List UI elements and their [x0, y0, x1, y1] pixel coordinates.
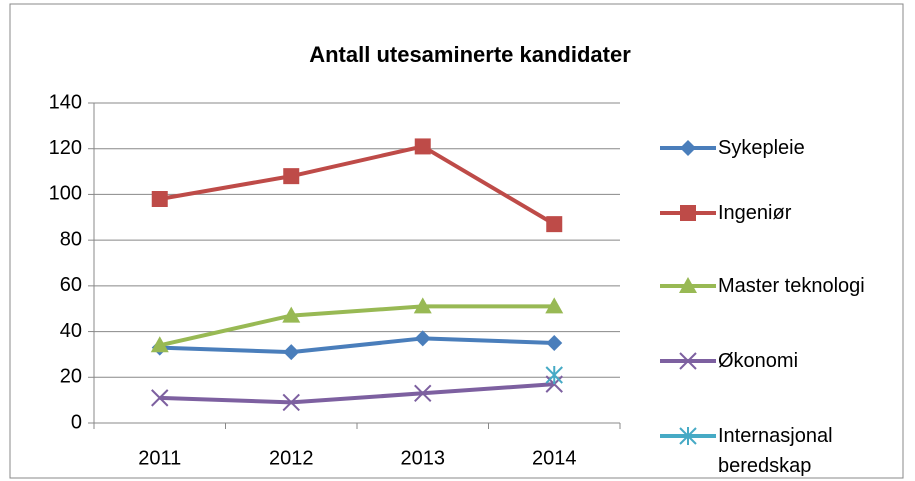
x-tick-label: 2013 — [401, 447, 446, 469]
chart-title: Antall utesaminerte kandidater — [309, 42, 631, 67]
legend-label: Ingeniør — [718, 202, 792, 224]
series-line — [159, 336, 555, 355]
marker — [545, 366, 563, 384]
y-tick-label: 80 — [60, 228, 82, 250]
legend-label: Økonomi — [718, 350, 799, 372]
legend-marker — [680, 140, 696, 156]
legend-label: Master teknologi — [718, 275, 865, 297]
marker — [150, 336, 169, 353]
y-tick-label: 140 — [49, 91, 82, 113]
marker — [414, 138, 431, 155]
series-line — [159, 144, 556, 226]
x-tick-label: 2011 — [138, 447, 181, 469]
y-tick-label: 0 — [71, 411, 82, 433]
marker — [545, 375, 563, 393]
marker — [545, 297, 564, 314]
marker — [282, 306, 301, 323]
x-tick-label: 2014 — [532, 447, 577, 469]
marker — [283, 344, 300, 361]
marker — [283, 168, 300, 185]
x-tick-label: 2012 — [269, 447, 314, 469]
marker — [546, 335, 563, 351]
chart-border — [9, 3, 904, 479]
y-tick-label: 100 — [49, 183, 82, 205]
legend-label: Internasjonal beredskap — [718, 425, 833, 477]
y-tick-label: 120 — [49, 137, 82, 159]
series-line — [159, 382, 555, 405]
marker — [414, 384, 432, 402]
y-tick-label: 20 — [60, 366, 82, 388]
y-tick-label: 40 — [60, 320, 82, 342]
legend-marker — [679, 352, 697, 370]
marker — [546, 216, 563, 233]
legend-label: Sykepleie — [718, 137, 805, 159]
y-tick-label: 60 — [60, 274, 82, 296]
legend-marker — [680, 205, 696, 221]
marker — [414, 330, 431, 347]
marker — [151, 191, 168, 207]
marker — [413, 297, 432, 314]
marker — [151, 389, 169, 407]
legend-marker — [679, 427, 697, 445]
legend-marker — [679, 277, 697, 293]
marker — [282, 393, 300, 412]
series-line — [159, 304, 555, 348]
